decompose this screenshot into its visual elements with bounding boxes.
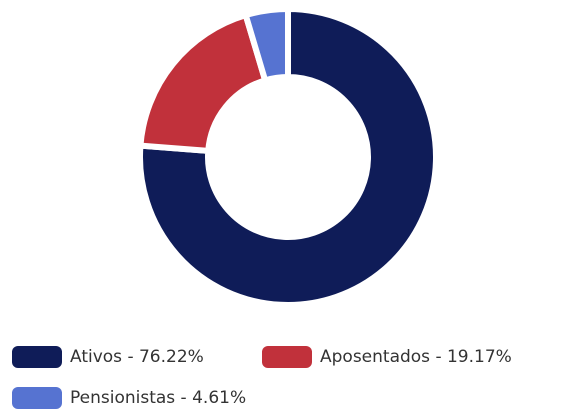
legend-swatch xyxy=(262,346,312,368)
donut-slice xyxy=(137,6,439,308)
legend-swatch xyxy=(12,387,62,409)
donut-slice xyxy=(137,12,269,154)
legend-label: Pensionistas - 4.61% xyxy=(70,388,246,408)
donut-slice xyxy=(242,6,291,84)
legend-label: Ativos - 76.22% xyxy=(70,347,204,367)
legend-label: Aposentados - 19.17% xyxy=(320,347,512,367)
legend-swatch xyxy=(12,346,62,368)
